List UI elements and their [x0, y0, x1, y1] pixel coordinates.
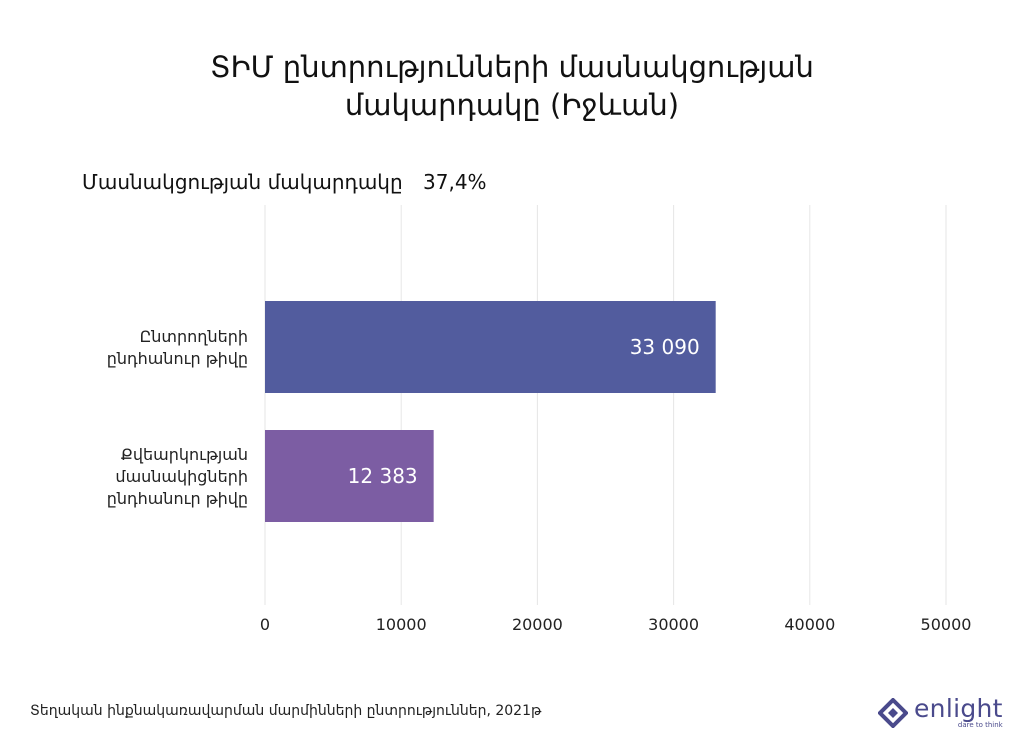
- category-label: Ընտրողների: [140, 327, 248, 346]
- x-tick-label: 0: [260, 615, 270, 634]
- category-label: ընդհանուր թիվը: [107, 349, 248, 368]
- x-axis-ticks: 0 10000 20000 30000 40000 50000: [260, 615, 972, 634]
- x-tick-label: 50000: [921, 615, 972, 634]
- category-label: Քվեարկության: [121, 445, 248, 464]
- x-tick-label: 10000: [376, 615, 427, 634]
- x-tick-label: 20000: [512, 615, 563, 634]
- chart-title-line-1: ՏԻՄ ընտրությունների մասնակցության: [210, 50, 814, 84]
- category-label: մասնակիցների: [115, 467, 248, 486]
- enlight-logo: enlight dare to think: [878, 696, 1003, 729]
- participation-rate-value: 37,4%: [423, 170, 487, 194]
- chart-title-line-2: մակարդակը (Իջևան): [344, 88, 680, 122]
- gridlines: [264, 205, 947, 605]
- chart-title: ՏԻՄ ընտրությունների մասնակցության մակարդ…: [0, 48, 1024, 124]
- x-tick-label: 30000: [648, 615, 699, 634]
- bar: [265, 301, 716, 393]
- bar-value-label: 33 090: [630, 335, 700, 359]
- category-labels: Ընտրողների ընդհանուր թիվը Քվեարկության մասն…: [107, 327, 248, 508]
- category-label: ընդհանուր թիվը: [107, 489, 248, 508]
- bar: [265, 430, 434, 522]
- participation-rate: Մասնակցության մակարդակը 37,4%: [82, 170, 487, 194]
- logo-name: enlight: [914, 694, 1003, 723]
- x-tick-label: 40000: [784, 615, 835, 634]
- logo-tagline: dare to think: [957, 721, 1003, 729]
- source-note: Տեղական ինքնակառավարման մարմինների ընտրո…: [30, 703, 542, 719]
- participation-rate-label: Մասնակցության մակարդակը: [82, 170, 403, 194]
- bar-value-label: 12 383: [348, 464, 418, 488]
- enlight-diamond-icon: [878, 697, 908, 728]
- bars: 33 090 12 383: [265, 301, 716, 522]
